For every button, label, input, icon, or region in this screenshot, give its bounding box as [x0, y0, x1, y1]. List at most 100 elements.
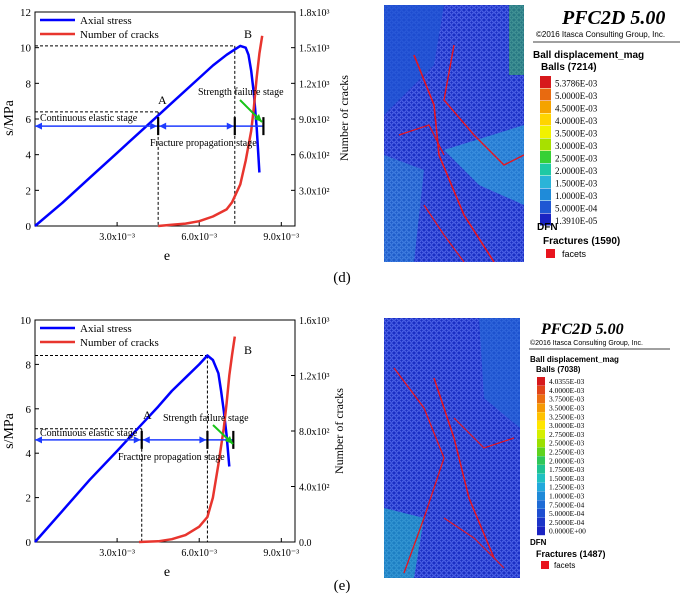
- scale-swatch: [537, 473, 545, 483]
- scale-swatch: [537, 465, 545, 474]
- x-axis-label: e: [164, 565, 170, 580]
- scale-swatch: [540, 113, 551, 126]
- scale-swatch: [540, 213, 551, 226]
- point-b-label: B: [244, 343, 252, 357]
- y-right-tick-label: 0.0: [299, 538, 312, 549]
- scale-swatch: [537, 526, 545, 536]
- scale-swatch: [537, 438, 545, 448]
- model-title: PFC2D 5.00: [561, 7, 665, 29]
- model-dfn-label: DFN: [530, 538, 547, 547]
- model-specimen-d: [384, 5, 524, 262]
- scale-swatch: [540, 138, 551, 151]
- annotation-propagation: Fracture propagation stage: [150, 138, 257, 149]
- model-section-heading: Ball displacement_mag: [530, 355, 619, 364]
- model-title: PFC2D 5.00: [540, 321, 624, 338]
- y-left-tick-label: 10: [20, 315, 32, 327]
- scale-label: 1.5000E-03: [555, 179, 598, 189]
- scale-label: 3.7500E-03: [549, 395, 584, 404]
- y-left-tick-label: 6: [26, 404, 32, 416]
- annotation-strength: Strength failure stage: [198, 87, 284, 98]
- scale-swatch: [537, 403, 545, 412]
- scale-label: 5.0000E-04: [549, 509, 584, 518]
- chart-e-series: [34, 336, 237, 544]
- scale-swatch: [537, 482, 545, 492]
- scale-label: 3.0000E-03: [549, 421, 584, 430]
- scale-label: 1.7500E-03: [549, 465, 584, 474]
- model-copyright: ©2016 Itasca Consulting Group, Inc.: [536, 30, 665, 39]
- scale-label: 5.3786E-03: [555, 79, 598, 89]
- stage-arrowhead: [35, 122, 42, 130]
- pfc-model-e: PFC2D 5.00 ©2016 Itasca Consulting Group…: [384, 318, 670, 578]
- scale-swatch: [540, 163, 551, 176]
- x-tick-label: 3.0x10⁻³: [99, 548, 135, 559]
- legend-axial-label: Axial stress: [80, 15, 132, 27]
- y-right-tick-label: 9.0x10²: [299, 115, 330, 126]
- y-left-tick-label: 2: [26, 185, 32, 197]
- point-a-label: A: [158, 93, 167, 107]
- y-right-tick-label: 6.0x10²: [299, 151, 330, 162]
- y-left-tick-label: 8: [26, 78, 32, 90]
- facets-label: facets: [562, 249, 587, 259]
- pfc-model-d: PFC2D 5.00 ©2016 Itasca Consulting Group…: [384, 5, 680, 262]
- chart-d-series: [34, 35, 264, 228]
- facets-swatch: [541, 561, 549, 569]
- scale-label: 4.0000E-03: [549, 386, 584, 395]
- scale-swatch: [537, 517, 545, 527]
- scale-label: 1.0000E-03: [555, 191, 598, 201]
- y-left-tick-label: 4: [26, 150, 32, 162]
- scale-swatch: [537, 412, 545, 421]
- y-right-axis-label: Number of cracks: [337, 75, 351, 161]
- panel-d: 3.0x10⁻³ 6.0x10⁻³ 9.0x10⁻³ 0 2 4 6 8 10 12 3.0x10²…: [2, 5, 680, 286]
- y-left-tick-label: 10: [20, 43, 32, 55]
- chart-e-stage-arrows: [35, 430, 235, 449]
- y-right-tick-label: 1.8x10³: [299, 8, 330, 19]
- scale-label: 0.0000E+00: [549, 527, 586, 536]
- model-color-scale-e: 4.0355E-034.0000E-033.7500E-033.5000E-03…: [537, 377, 586, 536]
- stage-arrowhead: [159, 122, 167, 130]
- series-line-number-of-cracks: [158, 35, 264, 228]
- series-line-number-of-cracks: [138, 336, 237, 544]
- point-b-label: B: [244, 27, 252, 41]
- facets-swatch: [546, 249, 555, 258]
- legend-cracks-label: Number of cracks: [80, 29, 159, 41]
- scale-swatch: [540, 151, 551, 163]
- scale-label: 5.0000E-03: [555, 91, 598, 101]
- x-tick-label: 9.0x10⁻³: [263, 232, 299, 243]
- y-right-axis-label: Number of cracks: [332, 388, 346, 474]
- strength-pointer-head: [254, 114, 262, 122]
- model-balls-count: Balls (7038): [536, 365, 581, 374]
- scale-swatch: [537, 500, 545, 509]
- scale-label: 1.2500E-03: [549, 483, 584, 492]
- scale-label: 3.2500E-03: [549, 412, 584, 421]
- scale-swatch: [540, 188, 551, 201]
- annotation-propagation: Fracture propagation stage: [118, 452, 225, 463]
- scale-swatch: [537, 385, 545, 395]
- scale-label: 2.0000E-03: [549, 456, 584, 465]
- stage-arrowhead: [35, 436, 42, 444]
- scale-swatch: [540, 101, 551, 113]
- legend-cracks-label: Number of cracks: [80, 337, 159, 349]
- scale-label: 2.5000E-03: [555, 154, 598, 164]
- chart-d-ticks: 3.0x10⁻³ 6.0x10⁻³ 9.0x10⁻³ 0 2 4 6 8 10 12 3.0x10²…: [20, 7, 330, 243]
- chart-d: 3.0x10⁻³ 6.0x10⁻³ 9.0x10⁻³ 0 2 4 6 8 10 12 3.0x10²…: [2, 7, 351, 264]
- panel-caption-d: (d): [333, 270, 351, 286]
- scale-label: 4.0000E-03: [555, 116, 598, 126]
- y-right-tick-label: 1.2x10³: [299, 79, 330, 90]
- panel-caption-e: (e): [334, 578, 351, 594]
- series-line-axial-stress: [34, 44, 261, 227]
- y-left-tick-label: 4: [26, 448, 32, 460]
- y-right-tick-label: 8.0x10²: [299, 427, 330, 438]
- annotation-elastic: Continuous elastic stage: [40, 113, 138, 124]
- scale-swatch: [537, 491, 545, 500]
- scale-label: 7.5000E-04: [549, 500, 584, 509]
- facets-label: facets: [554, 561, 575, 570]
- chart-e-ticks: 3.0x10⁻³ 6.0x10⁻³ 9.0x10⁻³ 0 2 4 6 8 10 0.0 4.0x10…: [20, 315, 330, 559]
- y-right-tick-label: 3.0x10²: [299, 186, 330, 197]
- annotation-elastic: Continuous elastic stage: [40, 428, 138, 439]
- annotation-strength: Strength failure stage: [163, 413, 249, 424]
- scale-label: 2.0000E-03: [555, 166, 598, 176]
- scale-label: 1.5000E-03: [549, 474, 584, 483]
- scale-swatch: [537, 377, 545, 386]
- y-left-tick-label: 2: [26, 493, 32, 505]
